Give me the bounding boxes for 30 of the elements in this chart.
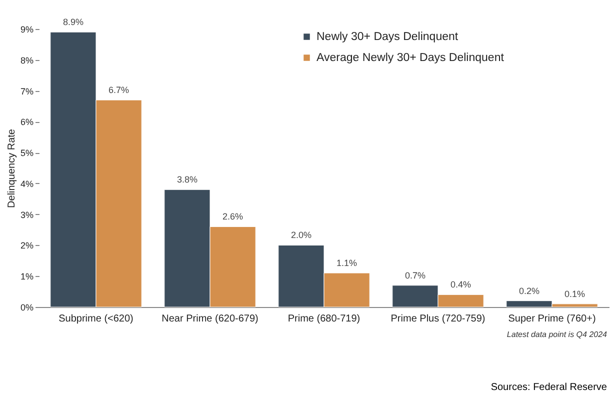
y-tick-label: 0% bbox=[20, 302, 34, 312]
data-label: 2.6% bbox=[222, 212, 244, 222]
data-label: 0.4% bbox=[450, 280, 472, 290]
x-tick-label: Super Prime (760+) bbox=[508, 314, 596, 324]
y-tick-label: 1% bbox=[20, 272, 34, 282]
data-label: 3.8% bbox=[176, 174, 198, 185]
y-tick-label: 9% bbox=[20, 24, 34, 34]
y-tick-label: 5% bbox=[20, 148, 34, 158]
y-tick-label: 7% bbox=[20, 86, 34, 96]
y-tick-label: 8% bbox=[20, 55, 34, 66]
data-label: 0.2% bbox=[518, 286, 540, 296]
data-label: 1.1% bbox=[336, 258, 358, 268]
x-tick-label: Subprime (<620) bbox=[58, 314, 134, 324]
source-note: Sources: Federal Reserve bbox=[490, 382, 607, 393]
y-axis-title: Delinquency Rate bbox=[6, 128, 18, 208]
data-label: 6.7% bbox=[108, 85, 130, 96]
legend-label: Average Newly 30+ Days Delinquent bbox=[316, 52, 505, 64]
x-tick-label: Prime (680-719) bbox=[288, 314, 360, 324]
text: Latest data point is Q4 2024 bbox=[506, 330, 607, 339]
y-tick-label: 3% bbox=[20, 210, 34, 220]
y-tick-label: 2% bbox=[20, 240, 34, 251]
x-tick-label: Prime Plus (720-759) bbox=[390, 314, 486, 324]
y-tick-label: 6% bbox=[20, 117, 34, 128]
y-tick-label: 4% bbox=[20, 178, 34, 189]
data-label: 2.0% bbox=[290, 230, 312, 240]
legend-label: Newly 30+ Days Delinquent bbox=[316, 30, 459, 43]
data-label: 8.9% bbox=[62, 17, 84, 28]
data-label: 0.1% bbox=[564, 288, 586, 299]
data-label: 0.7% bbox=[404, 270, 426, 280]
x-tick-label: Near Prime (620-679) bbox=[162, 314, 258, 324]
